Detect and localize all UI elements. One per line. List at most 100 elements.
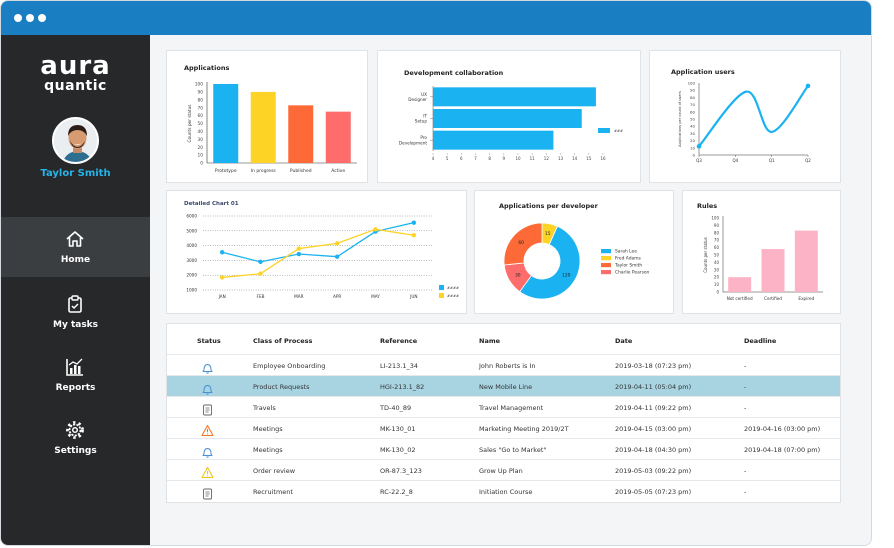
pie-slice (519, 225, 581, 300)
y-tick-label: 10 (714, 282, 720, 287)
y-axis-label: Counts per status (703, 237, 708, 272)
column-header-reference[interactable]: Reference (380, 337, 418, 345)
y-tick-label: 70 (690, 102, 695, 107)
column-header-date[interactable]: Date (615, 337, 633, 345)
column-header-deadline[interactable]: Deadline (744, 337, 777, 345)
logo-text: aura (40, 51, 111, 81)
cell-reference: OR-87.3_123 (380, 467, 422, 475)
bar (761, 249, 785, 292)
data-point (258, 259, 263, 265)
y-tick-label: 4000 (186, 243, 197, 248)
legend-label: ### (614, 129, 623, 133)
y-tick-label: 0 (200, 161, 203, 167)
x-tick-label: Active (331, 168, 345, 174)
nav-item-reports[interactable]: Reports (1, 345, 150, 405)
cell-reference: MK-130_01 (380, 425, 416, 433)
table-row[interactable]: Order review OR-87.3_123 Grow Up Plan 2019-… (167, 459, 840, 480)
window-dot-icon[interactable] (38, 14, 46, 22)
legend-label: Sarah Lee (615, 249, 637, 255)
avatar[interactable] (52, 117, 99, 164)
legend-swatch (601, 256, 611, 261)
y-tick-label: 30 (198, 137, 204, 143)
window-dot-icon[interactable] (26, 14, 34, 22)
table-row[interactable]: Recruitment RC-22.2_8 Initiation Course 201… (167, 480, 840, 501)
x-tick-label: In progress (251, 168, 277, 174)
legend-label: Fred Adams (615, 256, 641, 262)
chart-title: Applications (184, 64, 230, 72)
series-line (222, 222, 414, 263)
warning-yellow-icon (201, 464, 214, 483)
rules-card: Rules 0 10 20 30 40 50 60 70 80 90 100 Counts per s… (682, 190, 841, 314)
column-header-class[interactable]: Class of Process (253, 337, 313, 345)
y-tick-label: 6000 (186, 214, 197, 219)
user-name[interactable]: Taylor Smith (40, 168, 111, 179)
y-tick-label: 100 (195, 82, 203, 88)
y-tick-label: Development (399, 140, 428, 145)
y-tick-label: 90 (690, 88, 695, 93)
x-tick-label: JAN (218, 294, 226, 299)
y-tick-label: Pro (420, 135, 427, 140)
y-tick-label: 40 (690, 124, 695, 129)
window-dot-icon[interactable] (14, 14, 22, 22)
y-tick-label: 60 (198, 113, 204, 119)
slice-label: 30 (515, 273, 521, 279)
cell-process-name: New Mobile Line (479, 383, 533, 391)
table-row[interactable]: Travels TD-40_89 Travel Management 2019-04-… (167, 396, 840, 417)
table-row[interactable]: Product Requests HGI-213.1_82 New Mobile L… (167, 375, 840, 396)
y-tick-label: 10 (198, 153, 204, 159)
bar (433, 109, 582, 128)
cell-reference: LI-213.1_34 (380, 362, 419, 370)
cell-process-class: Order review (253, 467, 296, 475)
slice-label: 120 (562, 273, 571, 279)
data-point (411, 220, 417, 225)
column-header-name[interactable]: Name (479, 337, 501, 345)
rules-chart: 0 10 20 30 40 50 60 70 80 90 100 Counts per status N… (703, 216, 823, 301)
bell-icon (201, 380, 214, 399)
nav-item-home[interactable]: Home (1, 217, 150, 277)
nav-item-settings[interactable]: Settings (1, 408, 150, 468)
chart-title: Rules (697, 202, 718, 210)
app-users-card: Application users 0 10 20 30 40 50 60 70 80 90 100… (649, 50, 841, 183)
cell-process-name: Initiation Course (479, 488, 533, 496)
x-tick-label: Published (290, 168, 312, 174)
x-tick-label: JUN (409, 294, 417, 299)
x-tick-label: 5 (446, 156, 449, 161)
x-tick-label: APR (333, 294, 341, 299)
cell-process-name: John Roberts is In (479, 362, 536, 370)
cell-deadline: - (744, 467, 747, 475)
bar (288, 105, 314, 163)
y-tick-label: 20 (690, 138, 695, 143)
cell-date: 2019-04-15 (03:00 pm) (615, 425, 692, 433)
y-tick-label: IT (423, 114, 427, 119)
y-tick-label: Designer (408, 97, 427, 102)
x-tick-label: 11 (530, 156, 536, 161)
applications-card: Applications 0 10 20 30 40 50 60 70 80 90 100 Count… (166, 50, 368, 183)
data-point (258, 271, 263, 276)
legend-label: Charlie Pearson (615, 270, 650, 276)
table-row[interactable]: Meetings MK-130_01 Marketing Meeting 2019/… (167, 417, 840, 438)
bar (250, 91, 276, 163)
y-tick-label: 50 (690, 117, 695, 122)
nav-label: Home (60, 255, 91, 265)
legend-swatch (439, 285, 444, 290)
y-tick-label: 60 (714, 245, 720, 250)
table-row[interactable]: Meetings MK-130_02 Sales "Go to Market" 201… (167, 438, 840, 459)
nav-item-my-tasks[interactable]: My tasks (1, 282, 150, 342)
y-tick-label: 50 (198, 121, 204, 127)
nav-label: Settings (54, 446, 97, 456)
x-tick-label: Certified (764, 296, 782, 301)
dashboard-main: Applications 0 10 20 30 40 50 60 70 80 90 100 Count… (150, 35, 871, 545)
cell-process-class: Employee Onboarding (253, 362, 326, 370)
clipboard-icon (68, 295, 82, 313)
legend-label: #### (447, 294, 459, 298)
table-row[interactable]: Employee Onboarding LI-213.1_34 John Rober… (167, 354, 840, 375)
column-header-status[interactable]: Status (197, 337, 221, 345)
x-tick-label: Prototype (215, 168, 237, 174)
cell-deadline: - (744, 362, 747, 370)
cell-date: 2019-04-11 (09:22 pm) (615, 404, 692, 412)
x-tick-label: Q1 (769, 158, 775, 163)
cell-reference: RC-22.2_8 (380, 488, 413, 496)
data-point (373, 227, 378, 232)
